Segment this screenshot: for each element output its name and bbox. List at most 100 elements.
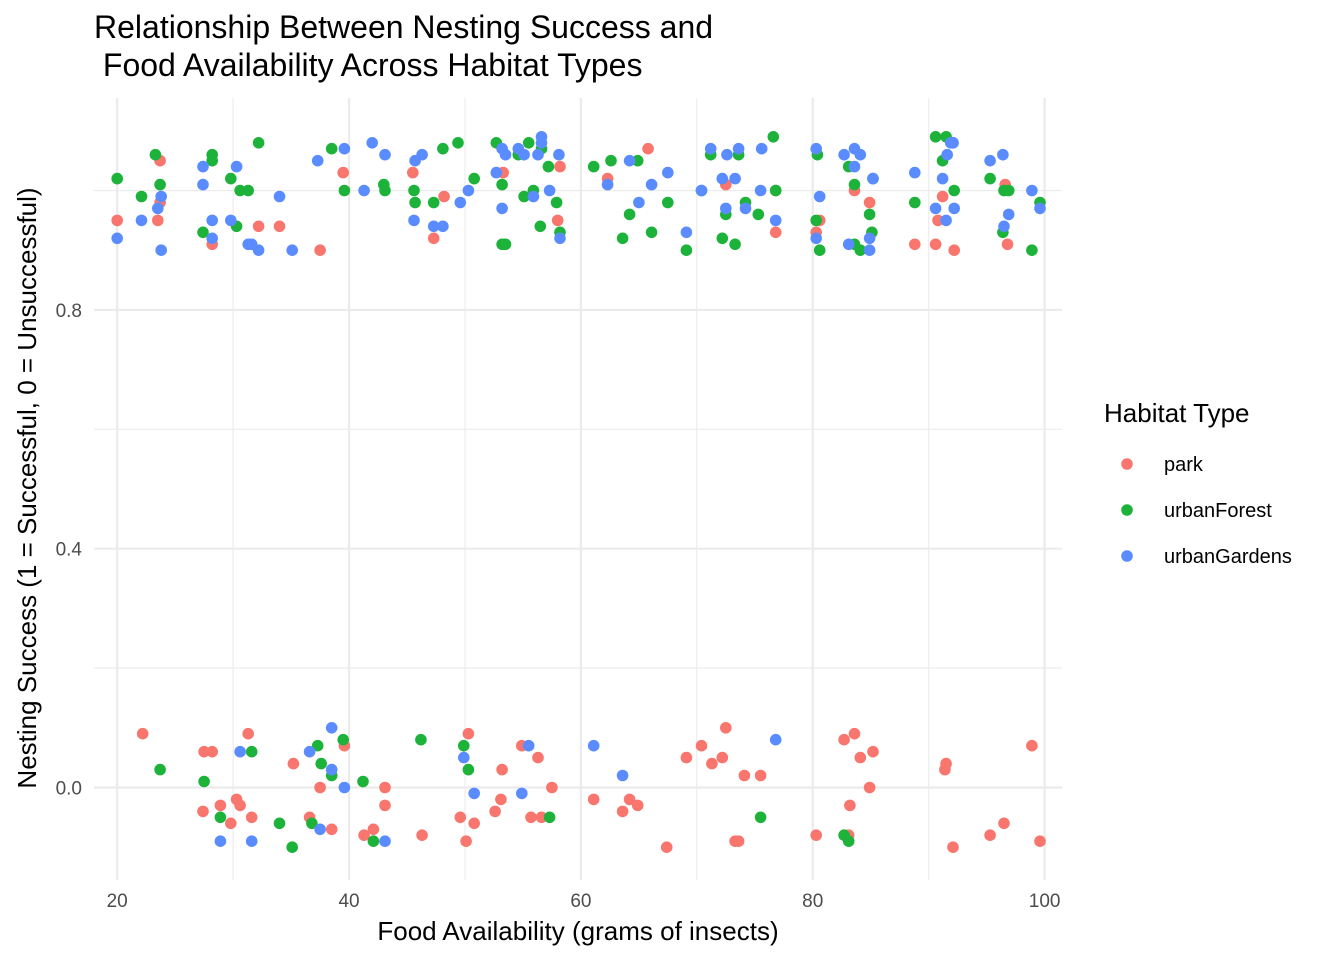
data-point-urbanForest <box>499 238 512 251</box>
data-point-urbanGardens <box>941 148 953 161</box>
y-tick-label: 0.0 <box>56 778 82 799</box>
data-point-park <box>287 757 300 770</box>
data-point-park <box>940 757 952 770</box>
data-point-urbanForest <box>214 811 227 824</box>
data-point-urbanGardens <box>543 184 556 197</box>
data-point-urbanGardens <box>623 154 636 167</box>
data-point-park <box>587 793 600 806</box>
data-point-urbanGardens <box>838 148 850 161</box>
data-point-urbanGardens <box>695 184 708 197</box>
legend-key-park <box>1121 458 1133 470</box>
series-park <box>111 142 1046 853</box>
data-point-urbanForest <box>234 184 246 197</box>
data-point-park <box>468 817 481 830</box>
data-point-urbanForest <box>437 142 449 155</box>
data-point-urbanGardens <box>848 160 861 173</box>
data-point-urbanGardens <box>379 148 391 161</box>
data-point-urbanGardens <box>769 733 782 746</box>
data-point-urbanGardens <box>338 781 351 794</box>
data-point-urbanForest <box>848 178 861 191</box>
data-point-urbanGardens <box>998 220 1010 233</box>
data-point-urbanGardens <box>739 202 752 215</box>
data-point-park <box>848 727 861 740</box>
data-point-urbanGardens <box>325 763 338 776</box>
data-point-urbanForest <box>111 172 123 185</box>
data-point-urbanGardens <box>325 722 338 734</box>
data-point-urbanGardens <box>1002 208 1015 221</box>
data-points <box>111 131 1046 853</box>
data-point-park <box>535 811 548 824</box>
data-point-urbanForest <box>252 137 265 149</box>
data-point-urbanForest <box>863 208 876 221</box>
data-point-park <box>984 829 996 841</box>
data-point-urbanGardens <box>587 739 600 752</box>
data-point-urbanForest <box>245 745 258 758</box>
data-point-park <box>496 763 508 776</box>
data-point-urbanGardens <box>152 202 164 215</box>
data-point-park <box>1034 835 1046 847</box>
data-point-urbanForest <box>468 172 481 185</box>
legend-label-urbanGardens: urbanGardens <box>1164 546 1292 568</box>
data-point-park <box>623 793 636 806</box>
data-point-park <box>1001 238 1014 251</box>
data-point-park <box>948 244 960 256</box>
data-point-urbanForest <box>409 196 421 209</box>
data-point-urbanForest <box>427 196 440 209</box>
data-point-park <box>379 781 391 794</box>
data-point-urbanGardens <box>314 823 326 836</box>
data-point-urbanGardens <box>863 244 876 256</box>
data-point-urbanForest <box>631 154 644 167</box>
data-point-urbanGardens <box>810 232 822 245</box>
data-point-park <box>947 841 959 853</box>
data-point-urbanGardens <box>522 739 535 752</box>
data-point-urbanGardens <box>499 148 512 161</box>
data-point-urbanForest <box>149 148 162 161</box>
data-point-park <box>314 244 326 256</box>
data-point-urbanForest <box>813 244 826 256</box>
data-point-urbanGardens <box>947 137 959 149</box>
data-point-park <box>314 781 326 794</box>
legend-entries: park urbanForest urbanGardens <box>1121 454 1292 568</box>
data-point-urbanGardens <box>601 178 614 191</box>
data-point-urbanGardens <box>1034 202 1046 215</box>
data-point-urbanGardens <box>755 142 768 155</box>
data-point-urbanForest <box>496 178 508 191</box>
legend: Habitat Type park urbanForest urbanGardens <box>1104 398 1292 568</box>
data-point-urbanForest <box>458 739 470 752</box>
data-point-park <box>716 751 729 764</box>
data-point-urbanGardens <box>245 835 258 847</box>
data-point-urbanGardens <box>936 172 949 185</box>
data-point-urbanGardens <box>286 244 299 256</box>
data-point-park <box>695 739 708 752</box>
data-point-park <box>337 166 350 179</box>
data-point-park <box>252 220 265 233</box>
data-point-urbanGardens <box>468 787 481 800</box>
data-point-urbanForest <box>754 811 767 824</box>
data-point-urbanForest <box>854 244 867 256</box>
data-point-urbanForest <box>662 196 674 209</box>
data-point-urbanGardens <box>379 835 391 847</box>
data-point-urbanGardens <box>197 160 209 173</box>
data-point-urbanForest <box>623 208 636 221</box>
data-point-urbanGardens <box>225 214 237 227</box>
data-point-park <box>769 226 782 239</box>
data-point-urbanForest <box>550 196 563 209</box>
data-point-park <box>198 745 210 758</box>
data-point-urbanGardens <box>111 232 123 245</box>
data-point-urbanGardens <box>527 190 540 203</box>
data-point-park <box>495 793 507 806</box>
data-point-urbanGardens <box>214 835 227 847</box>
legend-label-urbanForest: urbanForest <box>1164 500 1272 522</box>
data-point-park <box>838 733 850 746</box>
data-point-urbanGardens <box>909 166 921 179</box>
data-point-urbanGardens <box>458 751 470 764</box>
data-point-urbanGardens <box>680 226 693 239</box>
data-point-park <box>379 799 391 812</box>
data-point-urbanGardens <box>408 214 420 227</box>
data-point-urbanForest <box>286 841 299 853</box>
data-point-park <box>616 805 629 818</box>
data-point-park <box>214 799 227 812</box>
legend-key-urbanGardens <box>1121 550 1133 562</box>
data-point-urbanForest <box>1026 244 1038 256</box>
